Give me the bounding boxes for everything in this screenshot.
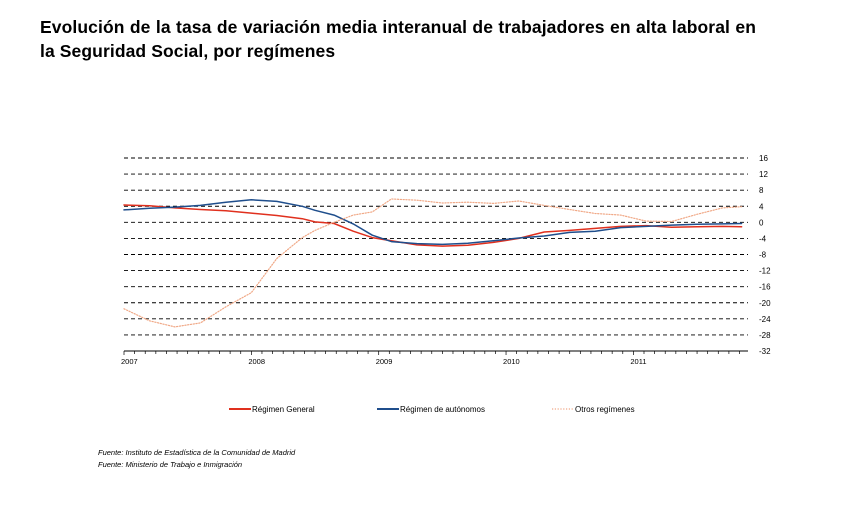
x-tick-label: 2009 [376,357,393,366]
legend-label: Régimen General [252,405,315,414]
legend-label: Régimen de autónomos [400,405,485,414]
x-tick-label: 2007 [121,357,138,366]
y-tick-label: -8 [759,251,767,260]
y-tick-label: 8 [759,186,764,195]
series-line-1 [123,204,743,247]
series-line-3 [123,198,743,328]
x-tick-label: 2010 [503,357,520,366]
source-note-2: Fuente: Ministerio de Trabajo e Inmigrac… [98,460,243,469]
chart-title: Evolución de la tasa de variación media … [40,17,756,61]
legend-label: Otros regímenes [575,405,635,414]
y-tick-label: 16 [759,154,768,163]
legend: Régimen General Régimen de autónomos Otros… [229,405,635,414]
y-tick-label: -24 [759,315,771,324]
y-tick-label: -4 [759,234,767,243]
y-axis-tick-labels: 16 12 8 4 0 -4 -8 -12 -16 -20 -24 -28 -32 [759,154,771,356]
y-tick-label: -32 [759,347,771,356]
y-tick-label: -20 [759,299,771,308]
x-tick-label: 2008 [248,357,265,366]
y-tick-label: -16 [759,283,771,292]
y-tick-label: -28 [759,331,771,340]
series-lines [123,198,743,328]
sources-block: Fuente: Instituto de Estadística de la C… [98,447,295,471]
gridlines [124,157,748,352]
source-note-1: Fuente: Instituto de Estadística de la C… [98,448,296,457]
x-axis: 2007 2008 2009 2010 2011 [121,350,748,366]
y-tick-label: 12 [759,170,768,179]
y-tick-label: -12 [759,267,771,276]
y-tick-label: 0 [759,218,764,227]
x-tick-label: 2011 [630,357,646,366]
series-line-2 [123,199,743,246]
y-tick-label: 4 [759,202,764,211]
